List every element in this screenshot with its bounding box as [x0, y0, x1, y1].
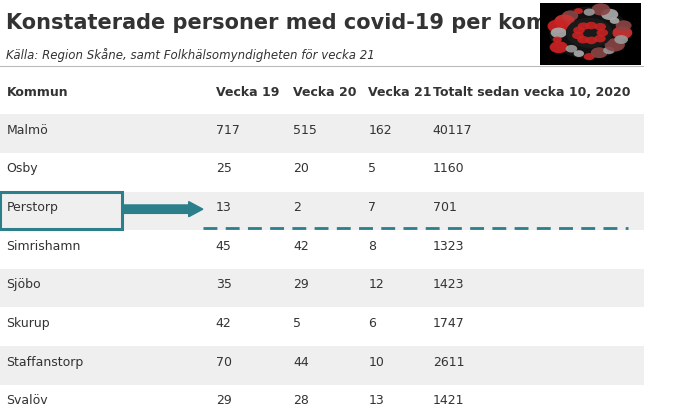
- Text: 44: 44: [293, 356, 309, 368]
- Text: 5: 5: [293, 317, 301, 330]
- Circle shape: [610, 18, 620, 24]
- Text: 1423: 1423: [433, 278, 464, 291]
- Text: 10: 10: [368, 356, 384, 368]
- Circle shape: [573, 26, 584, 34]
- Circle shape: [591, 47, 608, 58]
- Text: 13: 13: [368, 394, 384, 407]
- Circle shape: [603, 47, 615, 54]
- FancyArrow shape: [122, 202, 203, 217]
- Text: Vecka 21: Vecka 21: [368, 86, 432, 99]
- Bar: [0, 385, 644, 420]
- Text: 45: 45: [216, 240, 232, 252]
- Text: Vecka 19: Vecka 19: [216, 86, 279, 99]
- Circle shape: [596, 29, 608, 37]
- Circle shape: [594, 35, 606, 42]
- Text: 70: 70: [216, 356, 232, 368]
- Text: 162: 162: [368, 124, 392, 136]
- Text: 1323: 1323: [433, 240, 464, 252]
- Text: Perstorp: Perstorp: [6, 201, 58, 214]
- Text: 35: 35: [216, 278, 232, 291]
- Bar: [0, 192, 644, 230]
- Circle shape: [584, 53, 595, 60]
- Text: Konstaterade personer med covid-19 per kommun: Konstaterade personer med covid-19 per k…: [6, 13, 600, 33]
- Bar: [0, 307, 644, 346]
- Circle shape: [547, 19, 568, 33]
- Bar: [0, 346, 644, 385]
- Bar: [0, 114, 644, 153]
- Bar: [0, 153, 644, 192]
- Text: Staffanstorp: Staffanstorp: [6, 356, 84, 368]
- Circle shape: [612, 26, 632, 39]
- Text: 6: 6: [368, 317, 376, 330]
- Text: 1747: 1747: [433, 317, 465, 330]
- Circle shape: [552, 37, 562, 42]
- Circle shape: [566, 18, 612, 48]
- Text: 701: 701: [433, 201, 456, 214]
- Circle shape: [584, 8, 595, 16]
- Text: Kommun: Kommun: [6, 86, 68, 99]
- Circle shape: [578, 22, 589, 30]
- Text: 5: 5: [368, 163, 377, 175]
- Text: Sjöbo: Sjöbo: [6, 278, 41, 291]
- Text: Vecka 20: Vecka 20: [293, 86, 356, 99]
- Text: Malmö: Malmö: [6, 124, 48, 136]
- Bar: [540, 3, 641, 65]
- Text: Totalt sedan vecka 10, 2020: Totalt sedan vecka 10, 2020: [433, 86, 630, 99]
- Text: Källa: Region Skåne, samt Folkhälsomyndigheten för vecka 21: Källa: Region Skåne, samt Folkhälsomyndi…: [6, 48, 375, 62]
- Circle shape: [551, 28, 567, 38]
- Text: Simrishamn: Simrishamn: [6, 240, 80, 252]
- Text: 1421: 1421: [433, 394, 464, 407]
- Circle shape: [550, 7, 629, 59]
- Text: 42: 42: [293, 240, 309, 252]
- Circle shape: [601, 9, 618, 20]
- Text: 1160: 1160: [433, 163, 464, 175]
- Text: Skurup: Skurup: [6, 317, 50, 330]
- Bar: [0, 192, 122, 229]
- Circle shape: [578, 36, 589, 44]
- Text: 12: 12: [368, 278, 384, 291]
- Text: Osby: Osby: [6, 163, 38, 175]
- Bar: [0, 230, 644, 269]
- Bar: [0, 269, 644, 307]
- Text: 20: 20: [293, 163, 309, 175]
- Text: 29: 29: [216, 394, 232, 407]
- Text: Svalöv: Svalöv: [6, 394, 48, 407]
- Text: 2: 2: [293, 201, 301, 214]
- Text: 515: 515: [293, 124, 317, 136]
- Text: 29: 29: [293, 278, 309, 291]
- Text: 8: 8: [368, 240, 377, 252]
- Circle shape: [574, 8, 583, 14]
- Circle shape: [554, 14, 575, 28]
- Text: 25: 25: [216, 163, 232, 175]
- Text: 2611: 2611: [433, 356, 464, 368]
- Text: 7: 7: [368, 201, 377, 214]
- Circle shape: [573, 50, 584, 57]
- Text: 28: 28: [293, 394, 309, 407]
- Text: 717: 717: [216, 124, 239, 136]
- Circle shape: [572, 32, 584, 39]
- Circle shape: [585, 22, 597, 29]
- Circle shape: [615, 35, 628, 44]
- Text: 40117: 40117: [433, 124, 473, 136]
- Circle shape: [594, 23, 606, 31]
- Text: 42: 42: [216, 317, 232, 330]
- Circle shape: [592, 3, 610, 16]
- Text: 13: 13: [216, 201, 232, 214]
- Circle shape: [605, 38, 625, 52]
- Circle shape: [585, 37, 597, 44]
- Circle shape: [562, 10, 578, 21]
- Circle shape: [550, 41, 568, 53]
- Circle shape: [566, 45, 578, 52]
- Circle shape: [616, 20, 631, 31]
